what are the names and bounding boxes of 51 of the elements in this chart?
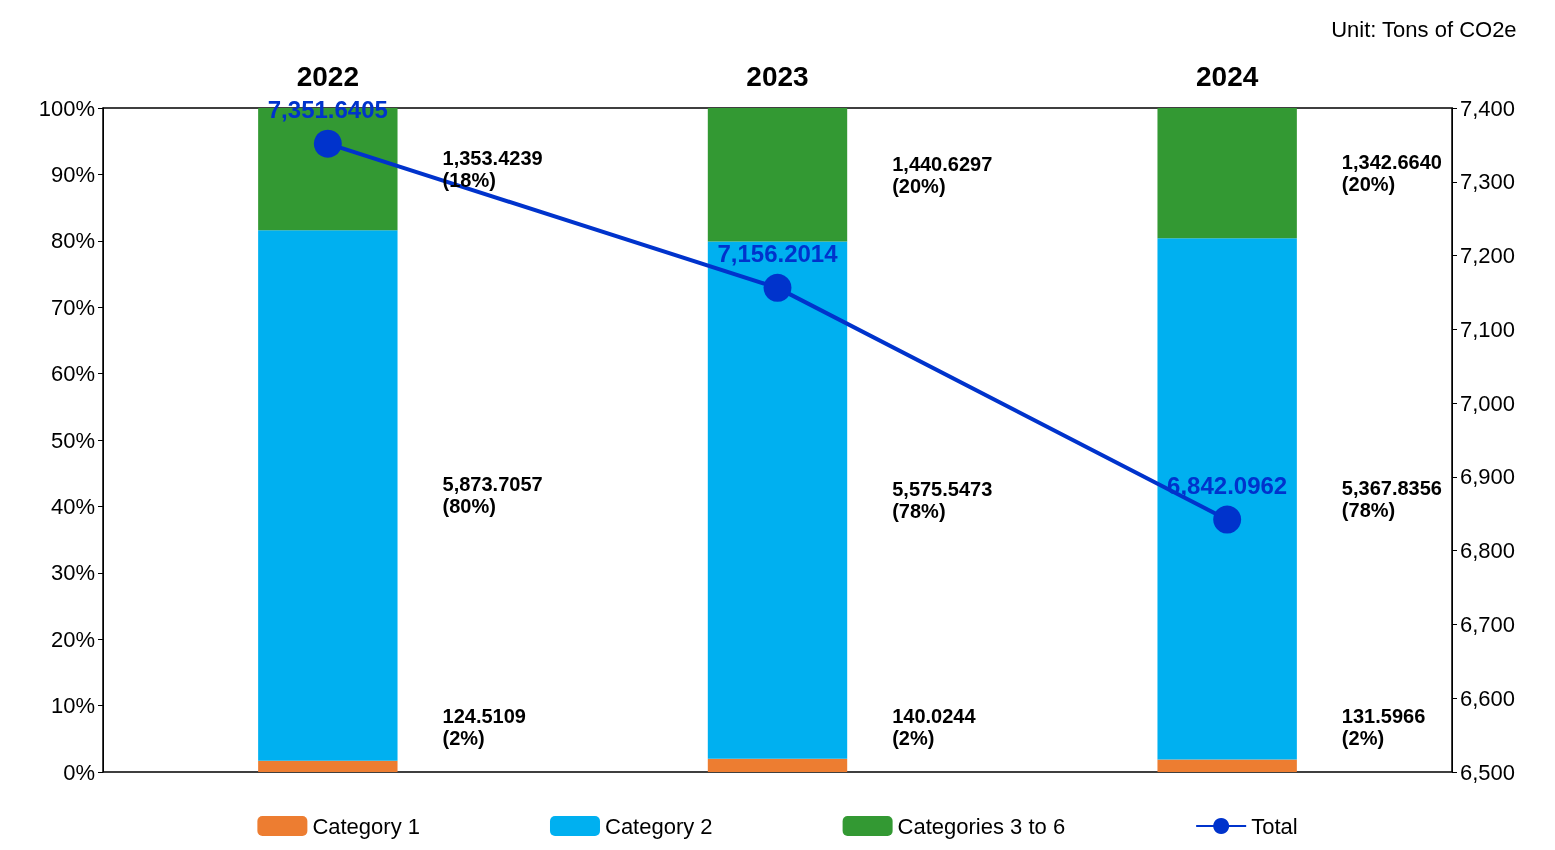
annotation: 124.5109 (2%)	[442, 705, 526, 749]
bar	[707, 241, 848, 759]
y-tick-label: 10%	[50, 693, 95, 719]
legend-label: Total	[1251, 813, 1298, 839]
annotation: 140.0244 (2%)	[892, 705, 977, 749]
point	[313, 129, 342, 158]
annotation: 1,353.4239 (18%)	[442, 147, 543, 192]
y-tick-label: 0%	[63, 759, 95, 785]
annotation: 1,342.6640 (20%)	[1341, 151, 1442, 196]
y-tick-label: 70%	[50, 294, 95, 320]
x-tick-label: 2024	[1196, 60, 1259, 92]
annotation: 131.5966 (2%)	[1341, 705, 1426, 749]
y-tick-label: 30%	[50, 560, 95, 586]
bar	[258, 230, 398, 761]
y2-tick-label: 6,600	[1460, 685, 1516, 711]
bar	[258, 760, 398, 772]
y2-tick-label: 6,500	[1460, 759, 1516, 785]
y-tick-label: 60%	[50, 361, 95, 387]
y-tick-label: 100%	[38, 95, 95, 121]
legend-label: Categories 3 to 6	[897, 813, 1066, 839]
x-tick-label: 2022	[296, 60, 359, 92]
y-tick-label: 80%	[50, 228, 95, 254]
annotation: 5,367.8356 (78%)	[1341, 476, 1442, 521]
text: Unit: Tons of CO2e	[1331, 16, 1517, 42]
y-tick-label: 40%	[50, 493, 95, 519]
annotation: 5,575.5473 (78%)	[892, 478, 993, 523]
data-label: 6,842.0962	[1167, 472, 1288, 500]
y2-tick-label: 7,200	[1460, 243, 1516, 269]
point	[1213, 505, 1242, 534]
legend-label: Category 1	[312, 813, 420, 839]
y-tick-label: 90%	[50, 161, 95, 187]
bar	[707, 108, 848, 242]
bar	[1157, 108, 1297, 239]
x-tick-label: 2023	[746, 60, 809, 92]
annotation: 1,440.6297 (20%)	[892, 152, 993, 197]
y2-tick-label: 7,400	[1460, 95, 1516, 121]
point	[763, 273, 792, 302]
legend-label: Category 2	[604, 813, 713, 839]
y2-tick-label: 6,900	[1460, 464, 1516, 490]
bar	[1157, 238, 1297, 760]
y-tick-label: 50%	[50, 427, 95, 453]
y2-tick-label: 7,000	[1460, 390, 1516, 416]
y-tick-label: 20%	[50, 626, 95, 652]
y2-tick-label: 7,100	[1460, 316, 1516, 342]
bar	[707, 758, 848, 772]
bar	[1157, 759, 1297, 772]
y2-tick-label: 6,700	[1460, 611, 1516, 637]
y2-tick-label: 6,800	[1460, 538, 1516, 564]
annotation: 5,873.7057 (80%)	[442, 473, 543, 518]
data-label: 7,156.2014	[717, 240, 839, 268]
y2-tick-label: 7,300	[1460, 169, 1516, 195]
